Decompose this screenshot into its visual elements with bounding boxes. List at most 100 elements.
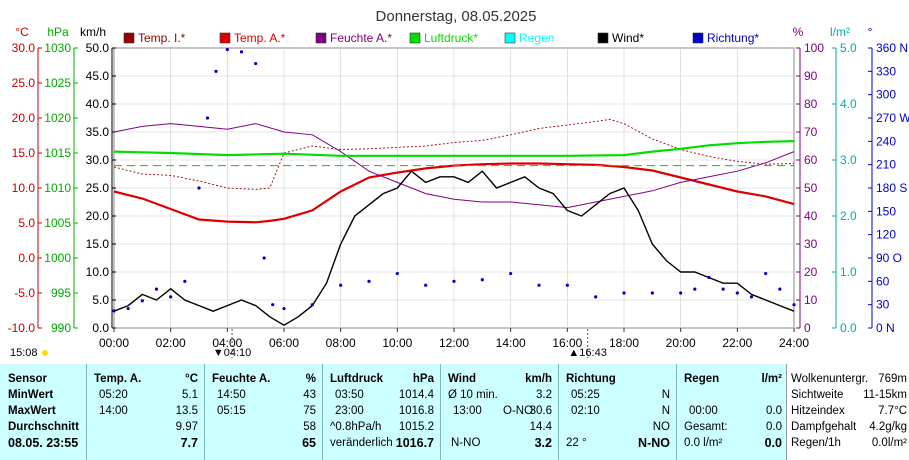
wind-tick-label: 35.0 (86, 125, 110, 139)
hum-current-val: 65 (302, 436, 316, 450)
wind-avg10-val: 3.2 (536, 389, 552, 401)
heat-index-label: Hitzeindex (791, 405, 845, 417)
pressure-tick-label: 1010 (44, 181, 71, 195)
direction-tick-label: 300 (876, 88, 896, 102)
direction-point (565, 283, 569, 287)
legend-label: Wind* (612, 31, 644, 45)
chart-legend: Temp. I.* Temp. A.* Feuchte A.* Luftdruck* R… (123, 31, 759, 45)
humidity-tick-label: 20 (804, 265, 818, 279)
direction-point (395, 271, 399, 276)
direction-tick-label: 240 (876, 134, 896, 148)
now-label: 15:08 (10, 347, 38, 359)
direction-point (764, 271, 768, 276)
rain-max-time: 00:00 (689, 405, 718, 417)
direction-point (339, 283, 343, 287)
humidity-tick-label: 0 (804, 321, 811, 335)
col-wind: Wind km/h Ø 10 min. 3.2 13:00 O-NO 30.6 … (441, 364, 558, 460)
wind-tick-label: 30.0 (86, 153, 110, 167)
label-avg: Durchschnitt (8, 421, 79, 433)
direction-point (707, 275, 711, 280)
temp-tick-label: 10.0 (12, 181, 36, 195)
wind-tick-label: 20.0 (86, 209, 110, 223)
direction-tick-label: 30 (876, 298, 890, 312)
wind-tick-label: 15.0 (86, 237, 110, 251)
rain-tick-label: 1.0 (840, 265, 857, 279)
chart-grid (113, 47, 795, 329)
legend-label: Temp. I.* (138, 31, 186, 45)
rain-1h-val: 0.0l/m² (871, 437, 907, 449)
temp-tick-label: 0.0 (18, 251, 35, 265)
rain-tick-label: 2.0 (840, 209, 857, 223)
pressure-tick-label: 995 (51, 286, 71, 300)
legend-label: Luftdruck* (424, 31, 478, 45)
legend-swatch (597, 32, 609, 44)
stats-table: Sensor MinWert MaxWert Durchschnitt 08.0… (0, 364, 909, 460)
pres-tendency: veränderlich (330, 437, 393, 449)
direction-unit: ° (868, 25, 873, 39)
x-tick-label: 16:00 (552, 336, 582, 350)
label-min: MinWert (8, 389, 54, 401)
pressure-tick-label: 1030 (44, 41, 71, 55)
temp-tick-label: 5.0 (18, 216, 35, 230)
temp-min-time: 05:20 (99, 389, 128, 401)
chart-title: Donnerstag, 08.05.2025 (376, 8, 537, 25)
direction-tick-label: 210 (876, 158, 896, 172)
direction-point (214, 69, 218, 73)
rain-current-label: 0.0 l/m² (684, 437, 723, 449)
temp-tick-label: 15.0 (12, 146, 36, 160)
rain-current-val: 0.0 (764, 436, 782, 450)
wind-tick-label: 0.0 (92, 321, 109, 335)
direction-point (154, 287, 159, 291)
heat-index-val: 7.7°C (878, 405, 907, 417)
legend-swatch (692, 32, 704, 44)
wind-tick-label: 45.0 (86, 69, 110, 83)
humidity-tick-label: 70 (804, 125, 818, 139)
direction-point (310, 303, 314, 307)
rain-header: Regen (684, 373, 720, 385)
direction-tick-label: 150 (876, 204, 896, 218)
direction-point (749, 295, 754, 299)
direction-point (254, 61, 258, 66)
x-tick-label: 20:00 (666, 336, 696, 350)
rain-tick-label: 0.0 (840, 321, 857, 335)
wind-unit-label: km/h (525, 373, 552, 385)
direction-tick-label: 60 (876, 274, 890, 288)
rain-unit-label: l/m² (761, 373, 782, 385)
wind-max-dir: O-NO (503, 405, 534, 417)
direction-tick-label: 180 S (876, 181, 907, 195)
direction-point (262, 256, 266, 260)
col-direction: Richtung 05:25 N 02:10 N NO 22 ° N-NO (559, 364, 676, 460)
direction-point (509, 271, 513, 276)
wind-max-val: 30.6 (529, 405, 552, 417)
legend-label: Richtung* (707, 31, 759, 45)
wind-tick-label: 40.0 (86, 97, 110, 111)
humidity-unit-label: % (305, 373, 316, 385)
series-wind (113, 170, 795, 327)
direction-tick-label: 0 N (876, 321, 895, 335)
direction-point (480, 278, 484, 282)
humidity-tick-label: 50 (804, 181, 818, 195)
x-tick-label: 22:00 (722, 336, 752, 350)
label-current: 08.05. 23:55 (8, 436, 79, 450)
direction-point (169, 295, 173, 299)
humidity-tick-label: 60 (804, 153, 818, 167)
vapour-val: 4.2g/kg (869, 421, 907, 433)
direction-point (735, 291, 739, 295)
direction-point (367, 279, 371, 283)
rain-tick-label: 5.0 (840, 41, 857, 55)
sunrise-label: ▼04:10 (213, 347, 251, 359)
direction-point (424, 283, 428, 287)
direction-tick-label: 270 W (876, 111, 909, 125)
direction-point (225, 47, 229, 52)
plot-area (112, 47, 796, 327)
pressure-tick-label: 1000 (44, 251, 71, 265)
pres-avg-val: 1015.2 (398, 421, 434, 433)
direction-header: Richtung (566, 373, 616, 385)
wind-tick-label: 25.0 (86, 181, 110, 195)
sunset-label: ▲16:43 (568, 347, 606, 359)
legend-swatch (123, 32, 135, 44)
pressure-tick-label: 1025 (44, 76, 71, 90)
cloud-base-label: Wolkenuntergr. (791, 373, 869, 385)
col-humidity: Feuchte A. % 14:50 43 05:15 75 58 65 (205, 364, 322, 460)
extra-panel: Wolkenuntergr. 769m Sichtweite 11-15km H… (786, 364, 909, 460)
